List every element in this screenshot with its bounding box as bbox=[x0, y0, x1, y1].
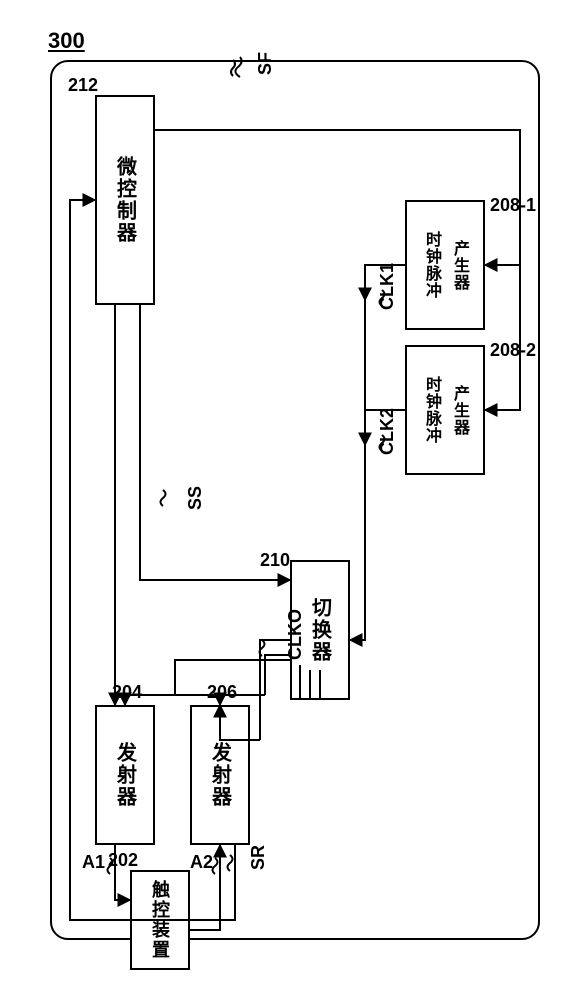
block-clock-gen-2-label-b: 产生器 bbox=[447, 385, 471, 436]
signal-a2: A2 bbox=[190, 852, 213, 873]
block-transmitter: 发射器 bbox=[95, 705, 155, 845]
signal-sr: SR bbox=[248, 845, 269, 870]
block-microcontroller: 微控制器 bbox=[95, 95, 155, 305]
signal-ss: SS bbox=[185, 486, 206, 510]
ref-208-2: 208-2 bbox=[490, 340, 536, 361]
ref-204: 204 bbox=[112, 682, 142, 703]
block-clock-gen-1-label-a: 时钟脉冲 bbox=[419, 231, 443, 299]
block-clock-gen-2-label-a: 时钟脉冲 bbox=[419, 376, 443, 444]
block-switch-label: 切换器 bbox=[306, 597, 335, 663]
signal-sf: SF bbox=[255, 52, 276, 75]
signal-a1: A1 bbox=[82, 852, 105, 873]
signal-clk2: CLK2 bbox=[377, 408, 398, 455]
signal-clk1: CLK1 bbox=[377, 263, 398, 310]
ref-210: 210 bbox=[260, 550, 290, 571]
ref-208-1: 208-1 bbox=[490, 195, 536, 216]
block-transmitter-label: 发射器 bbox=[111, 742, 140, 808]
ref-212: 212 bbox=[68, 75, 98, 96]
signal-clko: CLKO bbox=[285, 609, 306, 660]
block-clock-gen-2: 时钟脉冲 产生器 bbox=[405, 345, 485, 475]
block-receiver: 发射器 bbox=[190, 705, 250, 845]
block-receiver-label: 发射器 bbox=[206, 742, 235, 808]
block-touch-device-label: 触控装置 bbox=[147, 880, 173, 960]
block-microcontroller-label: 微控制器 bbox=[111, 156, 140, 244]
block-touch-device: 触控装置 bbox=[130, 870, 190, 970]
ref-202: 202 bbox=[108, 850, 138, 871]
ref-206: 206 bbox=[207, 682, 237, 703]
block-clock-gen-1: 时钟脉冲 产生器 bbox=[405, 200, 485, 330]
block-clock-gen-1-label-b: 产生器 bbox=[447, 240, 471, 291]
figure-ref: 300 bbox=[48, 28, 85, 54]
diagram-canvas: 300 微控制器 212 发射器 204 发射器 206 触控装置 202 切换… bbox=[0, 0, 580, 1000]
